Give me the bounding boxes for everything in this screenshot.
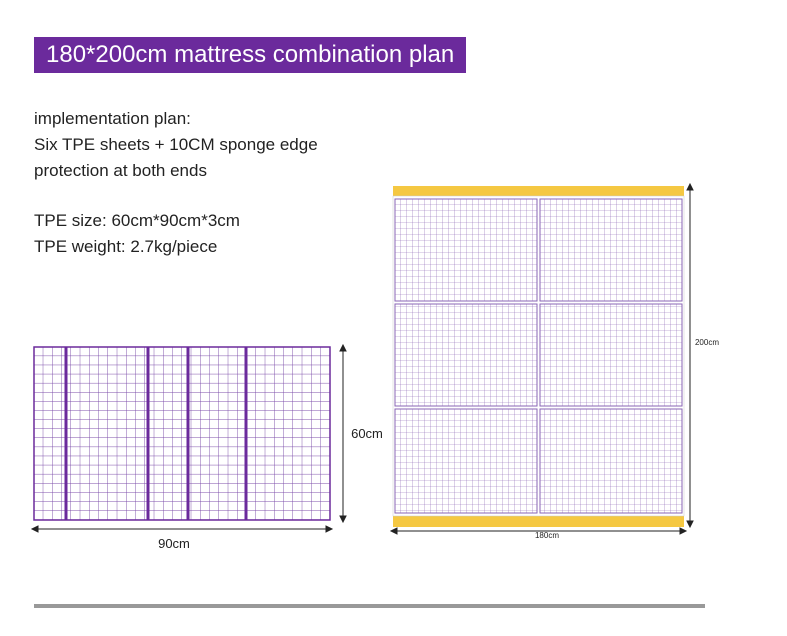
width-label: 180cm (535, 531, 559, 540)
title: 180*200cm mattress combination plan (34, 37, 467, 73)
dimension-arrows (30, 182, 694, 535)
line: protection at both ends (34, 161, 207, 180)
height-label: 200cm (695, 338, 719, 347)
line: implementation plan: (34, 109, 191, 128)
width-label: 90cm (158, 536, 190, 551)
height-label: 60cm (351, 426, 383, 441)
spec: TPE size: 60cm*90cm*3cm (34, 211, 240, 230)
divider (34, 604, 705, 608)
line: Six TPE sheets + 10CM sponge edge (34, 135, 318, 154)
mattress (392, 186, 685, 527)
single-sheet (33, 346, 331, 521)
spec: TPE weight: 2.7kg/piece (34, 237, 218, 256)
description: implementation plan: Six TPE sheets + 10… (34, 106, 318, 184)
specs: TPE size: 60cm*90cm*3cm TPE weight: 2.7k… (34, 208, 240, 260)
